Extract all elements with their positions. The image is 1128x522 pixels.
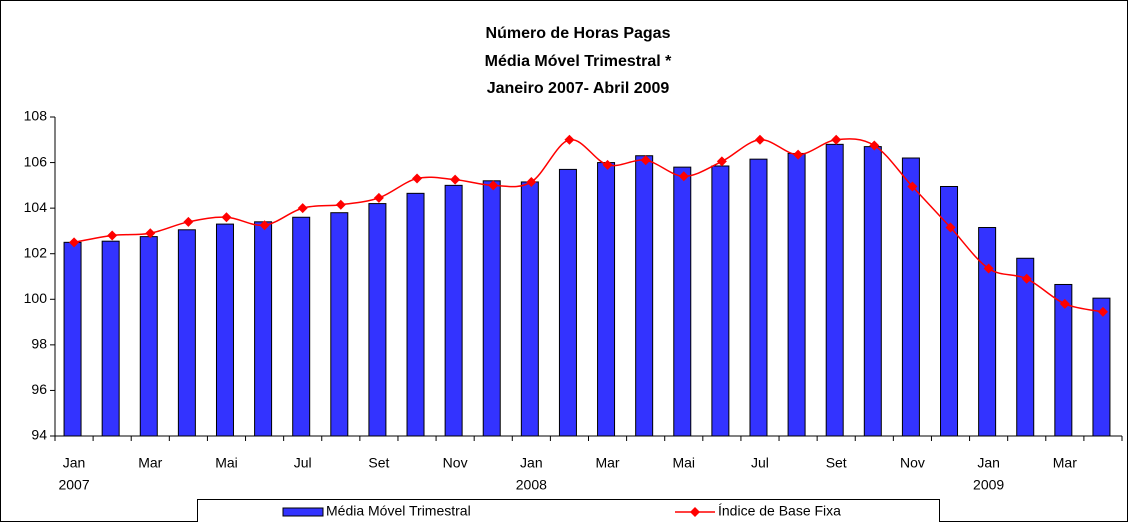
bar [368,203,387,437]
bar [1016,257,1035,437]
x-tick-label: Jul [751,455,769,471]
legend-marker [690,507,700,517]
bar [635,155,654,437]
x-group-label: 2009 [973,477,1004,493]
bar [292,216,311,437]
x-tick-label: Jan [63,455,86,471]
bar [254,221,273,437]
marker [869,140,880,151]
marker [983,263,994,274]
x-tick-label: Jul [294,455,312,471]
y-tick-label: 104 [24,199,48,215]
marker [412,173,423,184]
x-tick-label: Set [826,455,847,471]
legend-swatch [282,507,324,517]
bar [558,168,577,437]
marker [564,134,575,145]
bar [215,223,234,437]
x-tick-label: Nov [443,455,468,471]
y-tick-label: 98 [31,336,47,352]
marker [907,181,918,192]
x-tick-label: Mai [215,455,238,471]
marker [450,174,461,185]
chart-subtitle: Janeiro 2007- Abril 2009 [487,80,670,97]
bar [520,181,539,437]
x-group-label: 2007 [58,477,89,493]
marker [602,159,613,170]
bar [444,184,463,437]
x-tick-label: Mai [672,455,695,471]
y-tick-label: 94 [31,427,47,443]
marker [373,192,384,203]
bar [330,212,349,437]
marker [69,237,80,248]
marker [640,155,651,166]
x-tick-label: Mar [595,455,619,471]
marker [107,230,118,241]
y-tick-label: 100 [24,290,48,306]
legend-label: Média Móvel Trimestral [326,503,471,519]
bar [978,227,997,437]
marker [716,156,727,167]
x-tick-label: Jan [520,455,543,471]
legend-box [197,499,940,522]
marker [1097,306,1108,317]
marker [488,180,499,191]
bar [597,162,616,437]
y-tick-label: 102 [24,244,48,260]
marker [526,176,537,187]
bar [711,165,730,437]
y-tick-label: 106 [24,153,48,169]
marker [221,212,232,223]
chart-title: Número de Horas Pagas [486,25,671,42]
legend-label: Índice de Base Fixa [718,503,841,519]
marker [297,203,308,214]
marker [831,134,842,145]
bar [139,236,158,437]
bar [406,192,425,437]
marker [1059,298,1070,309]
marker [754,134,765,145]
bar [1092,297,1111,437]
x-tick-label: Jan [977,455,1000,471]
marker [793,149,804,160]
marker [335,199,346,210]
bar [863,146,882,437]
bar [787,152,806,437]
x-tick-label: Nov [900,455,925,471]
bar [901,157,920,437]
marker [1021,273,1032,284]
bar [825,143,844,437]
x-tick-label: Mar [138,455,162,471]
bar [940,185,959,437]
chart-subtitle: Média Móvel Trimestral * [485,53,673,70]
bar [482,180,501,437]
marker [183,216,194,227]
marker [145,228,156,239]
marker [259,220,270,231]
bar [177,229,196,437]
line [73,138,1104,313]
bar [101,240,120,437]
x-tick-label: Set [368,455,389,471]
x-group-label: 2008 [516,477,547,493]
x-tick-label: Mar [1053,455,1077,471]
marker [945,222,956,233]
marker [678,171,689,182]
bar [673,166,692,437]
y-tick-label: 108 [24,108,48,124]
bar [63,241,82,437]
y-tick-label: 96 [31,381,47,397]
bar [749,158,768,437]
